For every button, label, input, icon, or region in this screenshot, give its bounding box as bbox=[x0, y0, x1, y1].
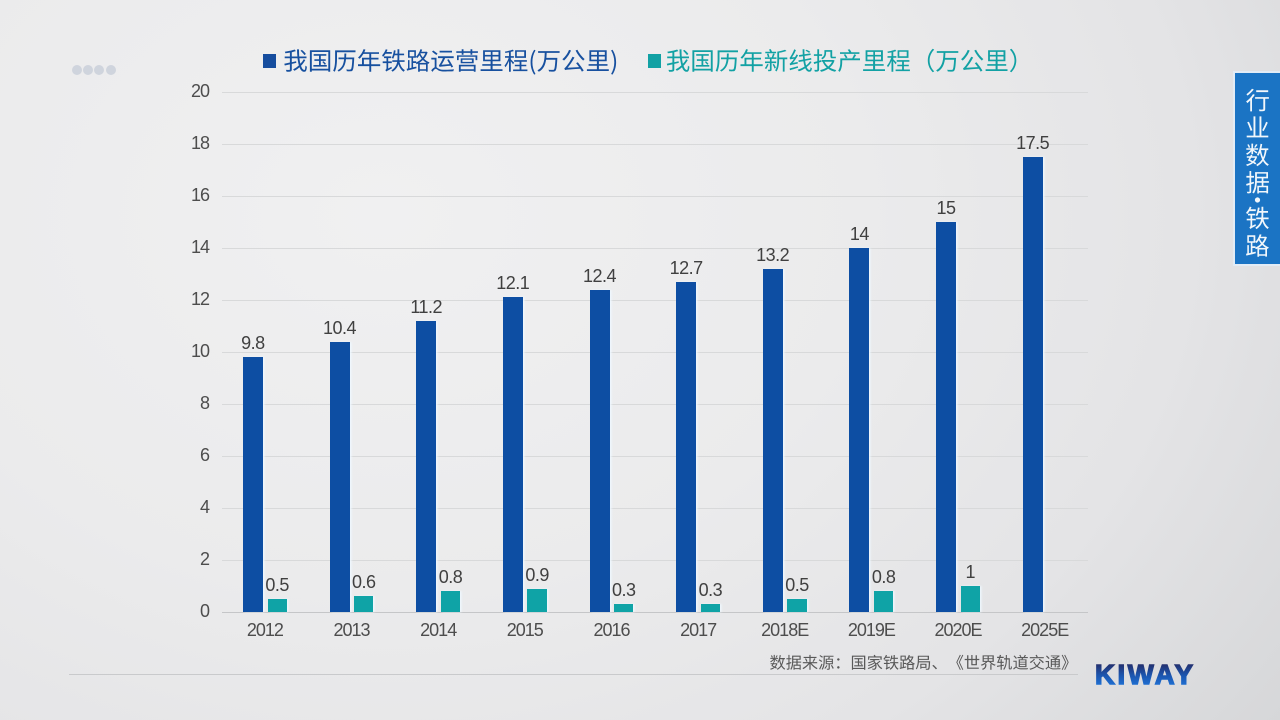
svg-text:KIWAY: KIWAY bbox=[1095, 659, 1196, 690]
